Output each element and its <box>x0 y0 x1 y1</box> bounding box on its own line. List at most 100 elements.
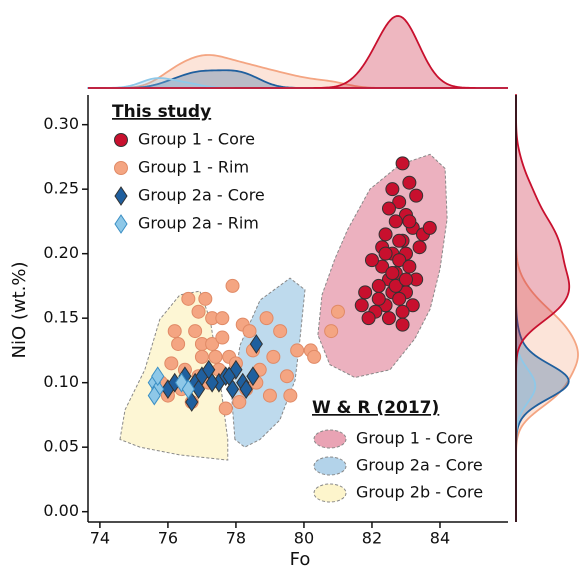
legend-label: Group 2a - Core <box>138 186 265 205</box>
region <box>231 277 306 448</box>
x-tick-label: 74 <box>90 529 110 548</box>
point <box>151 366 165 387</box>
point <box>392 253 407 268</box>
point <box>385 266 400 281</box>
point <box>181 379 195 400</box>
point <box>218 401 233 416</box>
point <box>222 366 236 387</box>
point <box>164 356 179 371</box>
point <box>259 311 274 326</box>
legend-label: Group 2b - Core <box>356 483 483 502</box>
point <box>395 317 410 332</box>
point <box>381 201 396 216</box>
point <box>392 291 407 306</box>
point <box>402 259 417 274</box>
legend-swatch <box>313 483 347 503</box>
point <box>381 311 396 326</box>
point <box>371 278 386 293</box>
point <box>395 304 410 319</box>
point <box>371 291 386 306</box>
point <box>191 304 206 319</box>
point <box>194 349 209 364</box>
point <box>324 324 339 339</box>
point <box>225 278 240 293</box>
point <box>392 233 407 248</box>
point <box>361 311 376 326</box>
point <box>205 336 220 351</box>
x-axis-label: Fo <box>290 549 311 570</box>
x-tick-label: 78 <box>226 529 246 548</box>
y-tick-label: 0.05 <box>43 437 79 456</box>
point <box>181 291 196 306</box>
legend-label: Group 2a - Core <box>356 456 483 475</box>
point <box>215 330 230 345</box>
point <box>402 214 417 229</box>
point <box>354 298 369 313</box>
legend-label: Group 1 - Core <box>138 130 255 149</box>
legend-title: This study <box>112 102 211 122</box>
point <box>290 343 305 358</box>
point <box>405 298 420 313</box>
y-tick-label: 0.25 <box>43 179 79 198</box>
legend-swatch <box>313 456 347 476</box>
point <box>388 278 403 293</box>
legend-title: W & R (2017) <box>312 398 439 418</box>
legend-marker <box>114 133 128 147</box>
points <box>147 156 437 416</box>
point <box>388 214 403 229</box>
point <box>330 304 345 319</box>
y-tick-label: 0.15 <box>43 308 79 327</box>
point <box>392 195 407 210</box>
point <box>364 253 379 268</box>
point <box>378 246 393 261</box>
point <box>208 349 223 364</box>
legend-label: Group 1 - Core <box>356 429 473 448</box>
point <box>422 220 437 235</box>
point <box>215 311 230 326</box>
x-tick-label: 84 <box>430 529 450 548</box>
point <box>409 188 424 203</box>
legend-marker <box>114 214 128 234</box>
y-tick-label: 0.30 <box>43 114 79 133</box>
point <box>198 291 213 306</box>
point <box>378 227 393 242</box>
point <box>279 369 294 384</box>
point <box>412 240 427 255</box>
kde-top <box>88 15 508 89</box>
kde-right <box>515 95 571 522</box>
legend-label: Group 2a - Rim <box>138 214 259 233</box>
legend-label: Group 1 - Rim <box>138 158 249 177</box>
point <box>239 379 253 400</box>
point <box>283 388 298 403</box>
legend-swatch <box>313 429 347 449</box>
point <box>188 324 203 339</box>
point <box>232 395 247 410</box>
point <box>273 324 288 339</box>
point <box>395 156 410 171</box>
point <box>385 182 400 197</box>
y-tick-label: 0.10 <box>43 372 79 391</box>
point <box>262 388 277 403</box>
legend-marker <box>114 186 128 206</box>
point <box>398 272 413 287</box>
point <box>147 385 161 406</box>
x-tick-label: 82 <box>362 529 382 548</box>
point <box>375 259 390 274</box>
x-tick-label: 76 <box>158 529 178 548</box>
axes: 74 76 78 80 82 84 0.00 0.05 0.10 0.15 0.20 0.25 0.30… <box>43 95 508 548</box>
y-tick-label: 0.20 <box>43 243 79 262</box>
point <box>167 324 182 339</box>
point <box>246 366 260 387</box>
point <box>307 349 322 364</box>
point <box>266 349 281 364</box>
legend-marker <box>114 161 128 175</box>
point <box>249 334 263 354</box>
point <box>242 324 257 339</box>
y-tick-label: 0.00 <box>43 501 79 520</box>
y-axis-label: NiO (wt.%) <box>9 261 30 358</box>
point <box>358 285 373 300</box>
marginals <box>87 15 579 522</box>
point <box>191 379 206 400</box>
point <box>402 175 417 190</box>
